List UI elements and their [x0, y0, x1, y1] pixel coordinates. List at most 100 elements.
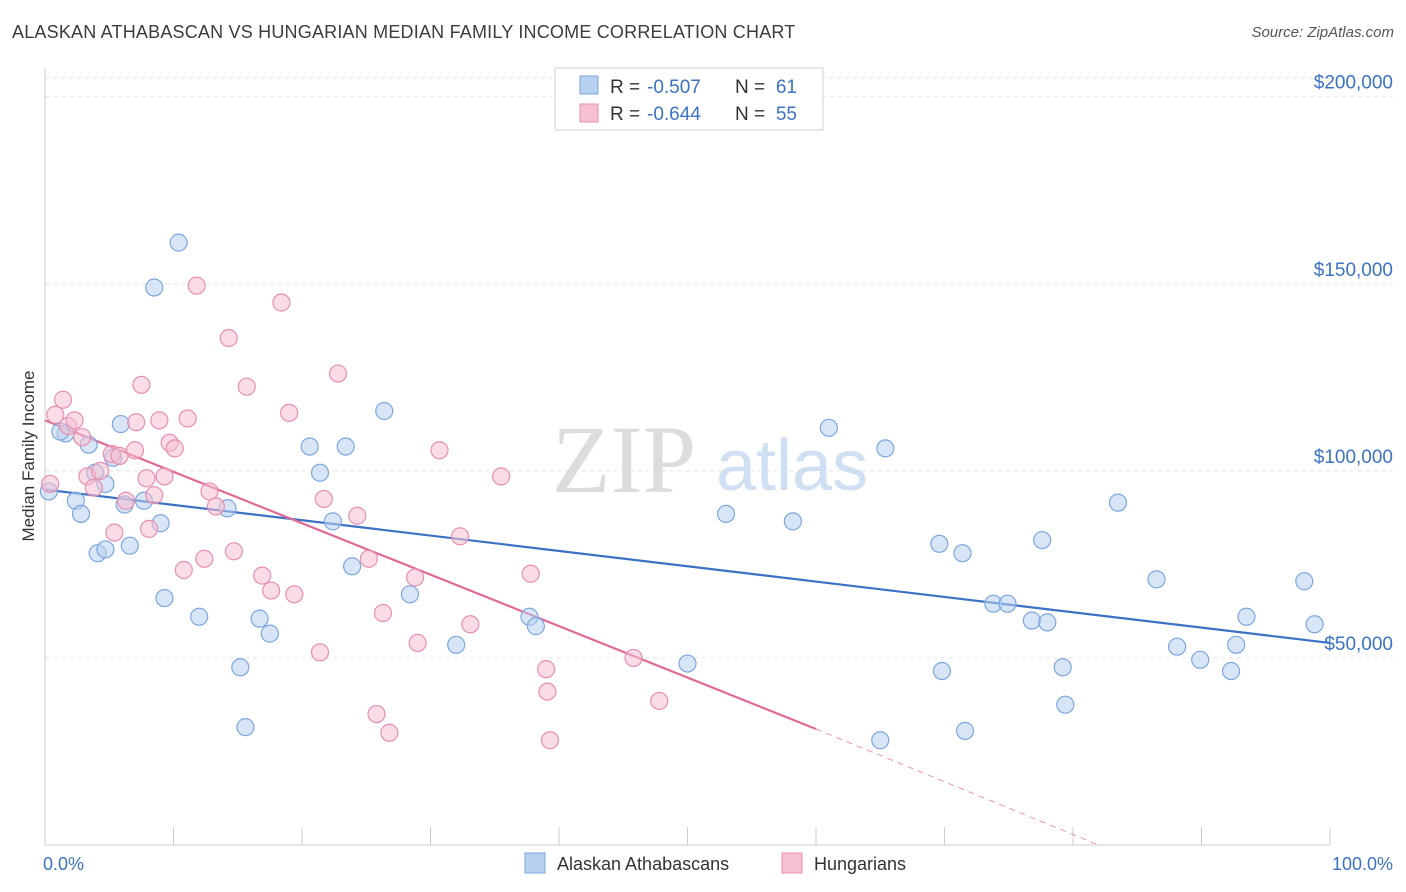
athabascan-point [1167, 637, 1187, 656]
chart-title: ALASKAN ATHABASCAN VS HUNGARIAN MEDIAN F… [12, 22, 796, 42]
hungarian-trend-line [44, 419, 817, 731]
hungarian-point [328, 364, 348, 383]
series-legend: Alaskan Athabascans Hungarians [524, 852, 906, 874]
legend-r-label-1: R = [610, 77, 640, 98]
hungarian-point [91, 461, 110, 480]
hungarian-point [187, 276, 206, 295]
trend-lines [44, 419, 1331, 846]
hungarian-point [200, 482, 219, 501]
athabascan-point [1305, 615, 1324, 634]
athabascan-point [300, 437, 319, 456]
athabascan-point [1227, 635, 1246, 654]
hungarian-point [53, 390, 73, 409]
hungarian-point [132, 375, 151, 394]
hungarian-point [224, 542, 243, 561]
legend-r-label-2: R = [610, 104, 640, 125]
athabascan-point [310, 463, 330, 482]
athabascan-point [783, 512, 802, 531]
hungarian-trend-extension [815, 728, 1099, 846]
hungarian-point [125, 441, 145, 460]
hungarian-point [380, 723, 399, 742]
y-tick-label: $150,000 [1314, 260, 1393, 281]
hungarian-point [310, 643, 330, 662]
correlation-legend: R = -0.507 N = 61 R = -0.644 N = 55 [554, 67, 824, 131]
athabascan-point [236, 718, 255, 737]
athabascan-point [1295, 572, 1314, 591]
athabascan-point [343, 557, 362, 576]
legend-r-value-1: -0.507 [647, 77, 701, 98]
athabascan-point [323, 512, 342, 531]
hungarian-point [155, 467, 174, 486]
athabascan-point [998, 594, 1017, 613]
hungarian-point [150, 411, 169, 430]
athabascan-point [231, 658, 250, 677]
hungarian-point [461, 615, 480, 634]
athabascan-point [955, 721, 975, 740]
legend-n-label-2: N = [735, 104, 765, 125]
hungarian-point [174, 560, 193, 580]
athabascan-point [120, 536, 139, 555]
athabascan-point [1147, 570, 1166, 589]
y-tick-label: $50,000 [1324, 634, 1393, 655]
hungarian-point [314, 489, 333, 509]
athabascan-point [96, 540, 115, 559]
data-points [39, 233, 1324, 750]
athabascan-point [932, 661, 952, 681]
athabascan-point [678, 654, 697, 673]
watermark-zip: ZIP [552, 406, 696, 513]
legend-swatch-pink [579, 103, 599, 123]
hungarian-point [84, 478, 103, 497]
hungarian-point [492, 467, 511, 486]
legend-r-value-2: -0.644 [647, 104, 701, 125]
athabascan-point [375, 401, 394, 421]
athabascan-point [819, 418, 838, 437]
legend-n-value-1: 61 [776, 77, 797, 98]
y-tick-label: $200,000 [1314, 73, 1393, 94]
x-tick-label: 0.0% [43, 854, 84, 874]
hungarian-point [430, 441, 449, 460]
athabascan-point [1056, 695, 1075, 714]
athabascan-point [1221, 661, 1241, 681]
y-tick-label: $100,000 [1314, 447, 1393, 468]
hungarian-point [127, 413, 146, 432]
athabascan-point [260, 624, 279, 643]
hungarian-point [145, 486, 164, 505]
athabascan-point [111, 414, 130, 434]
athabascan-point [1108, 493, 1128, 512]
athabascan-point [190, 607, 209, 626]
athabascan-point [526, 617, 545, 636]
athabascan-point [716, 504, 736, 523]
hungarian-point [521, 564, 540, 583]
hungarian-point [450, 527, 470, 546]
athabascan-point [953, 544, 972, 563]
watermark: ZIP atlas [552, 406, 868, 513]
x-tick-label: 100.0% [1332, 854, 1393, 874]
hungarian-point [405, 568, 425, 587]
hungarian-point [359, 549, 378, 568]
hungarian-point [624, 648, 643, 668]
athabascan-point [71, 504, 91, 523]
hungarian-point [538, 682, 557, 701]
watermark-atlas: atlas [716, 426, 868, 506]
hungarian-point [253, 566, 272, 585]
legend-swatch-blue [579, 75, 599, 95]
hungarian-point [110, 446, 129, 465]
y-tick-labels: $50,000 $100,000 $150,000 $200,000 [1314, 73, 1393, 655]
athabascan-point [145, 278, 164, 297]
hungarian-point [373, 603, 393, 623]
athabascan-point [1237, 607, 1256, 626]
legend-n-label-1: N = [735, 77, 765, 98]
athabascan-point [871, 731, 890, 750]
athabascan-point [876, 439, 895, 458]
athabascan-point [1191, 650, 1210, 669]
source-label: Source: ZipAtlas.com [1251, 24, 1394, 41]
hungarian-point [348, 506, 367, 525]
athabascan-point [400, 585, 420, 604]
hungarian-point [540, 731, 560, 750]
hungarian-point [206, 497, 226, 516]
hungarian-point [195, 549, 214, 568]
hungarian-point [280, 403, 299, 422]
hungarian-point [41, 474, 60, 494]
hungarian-point [650, 691, 669, 711]
